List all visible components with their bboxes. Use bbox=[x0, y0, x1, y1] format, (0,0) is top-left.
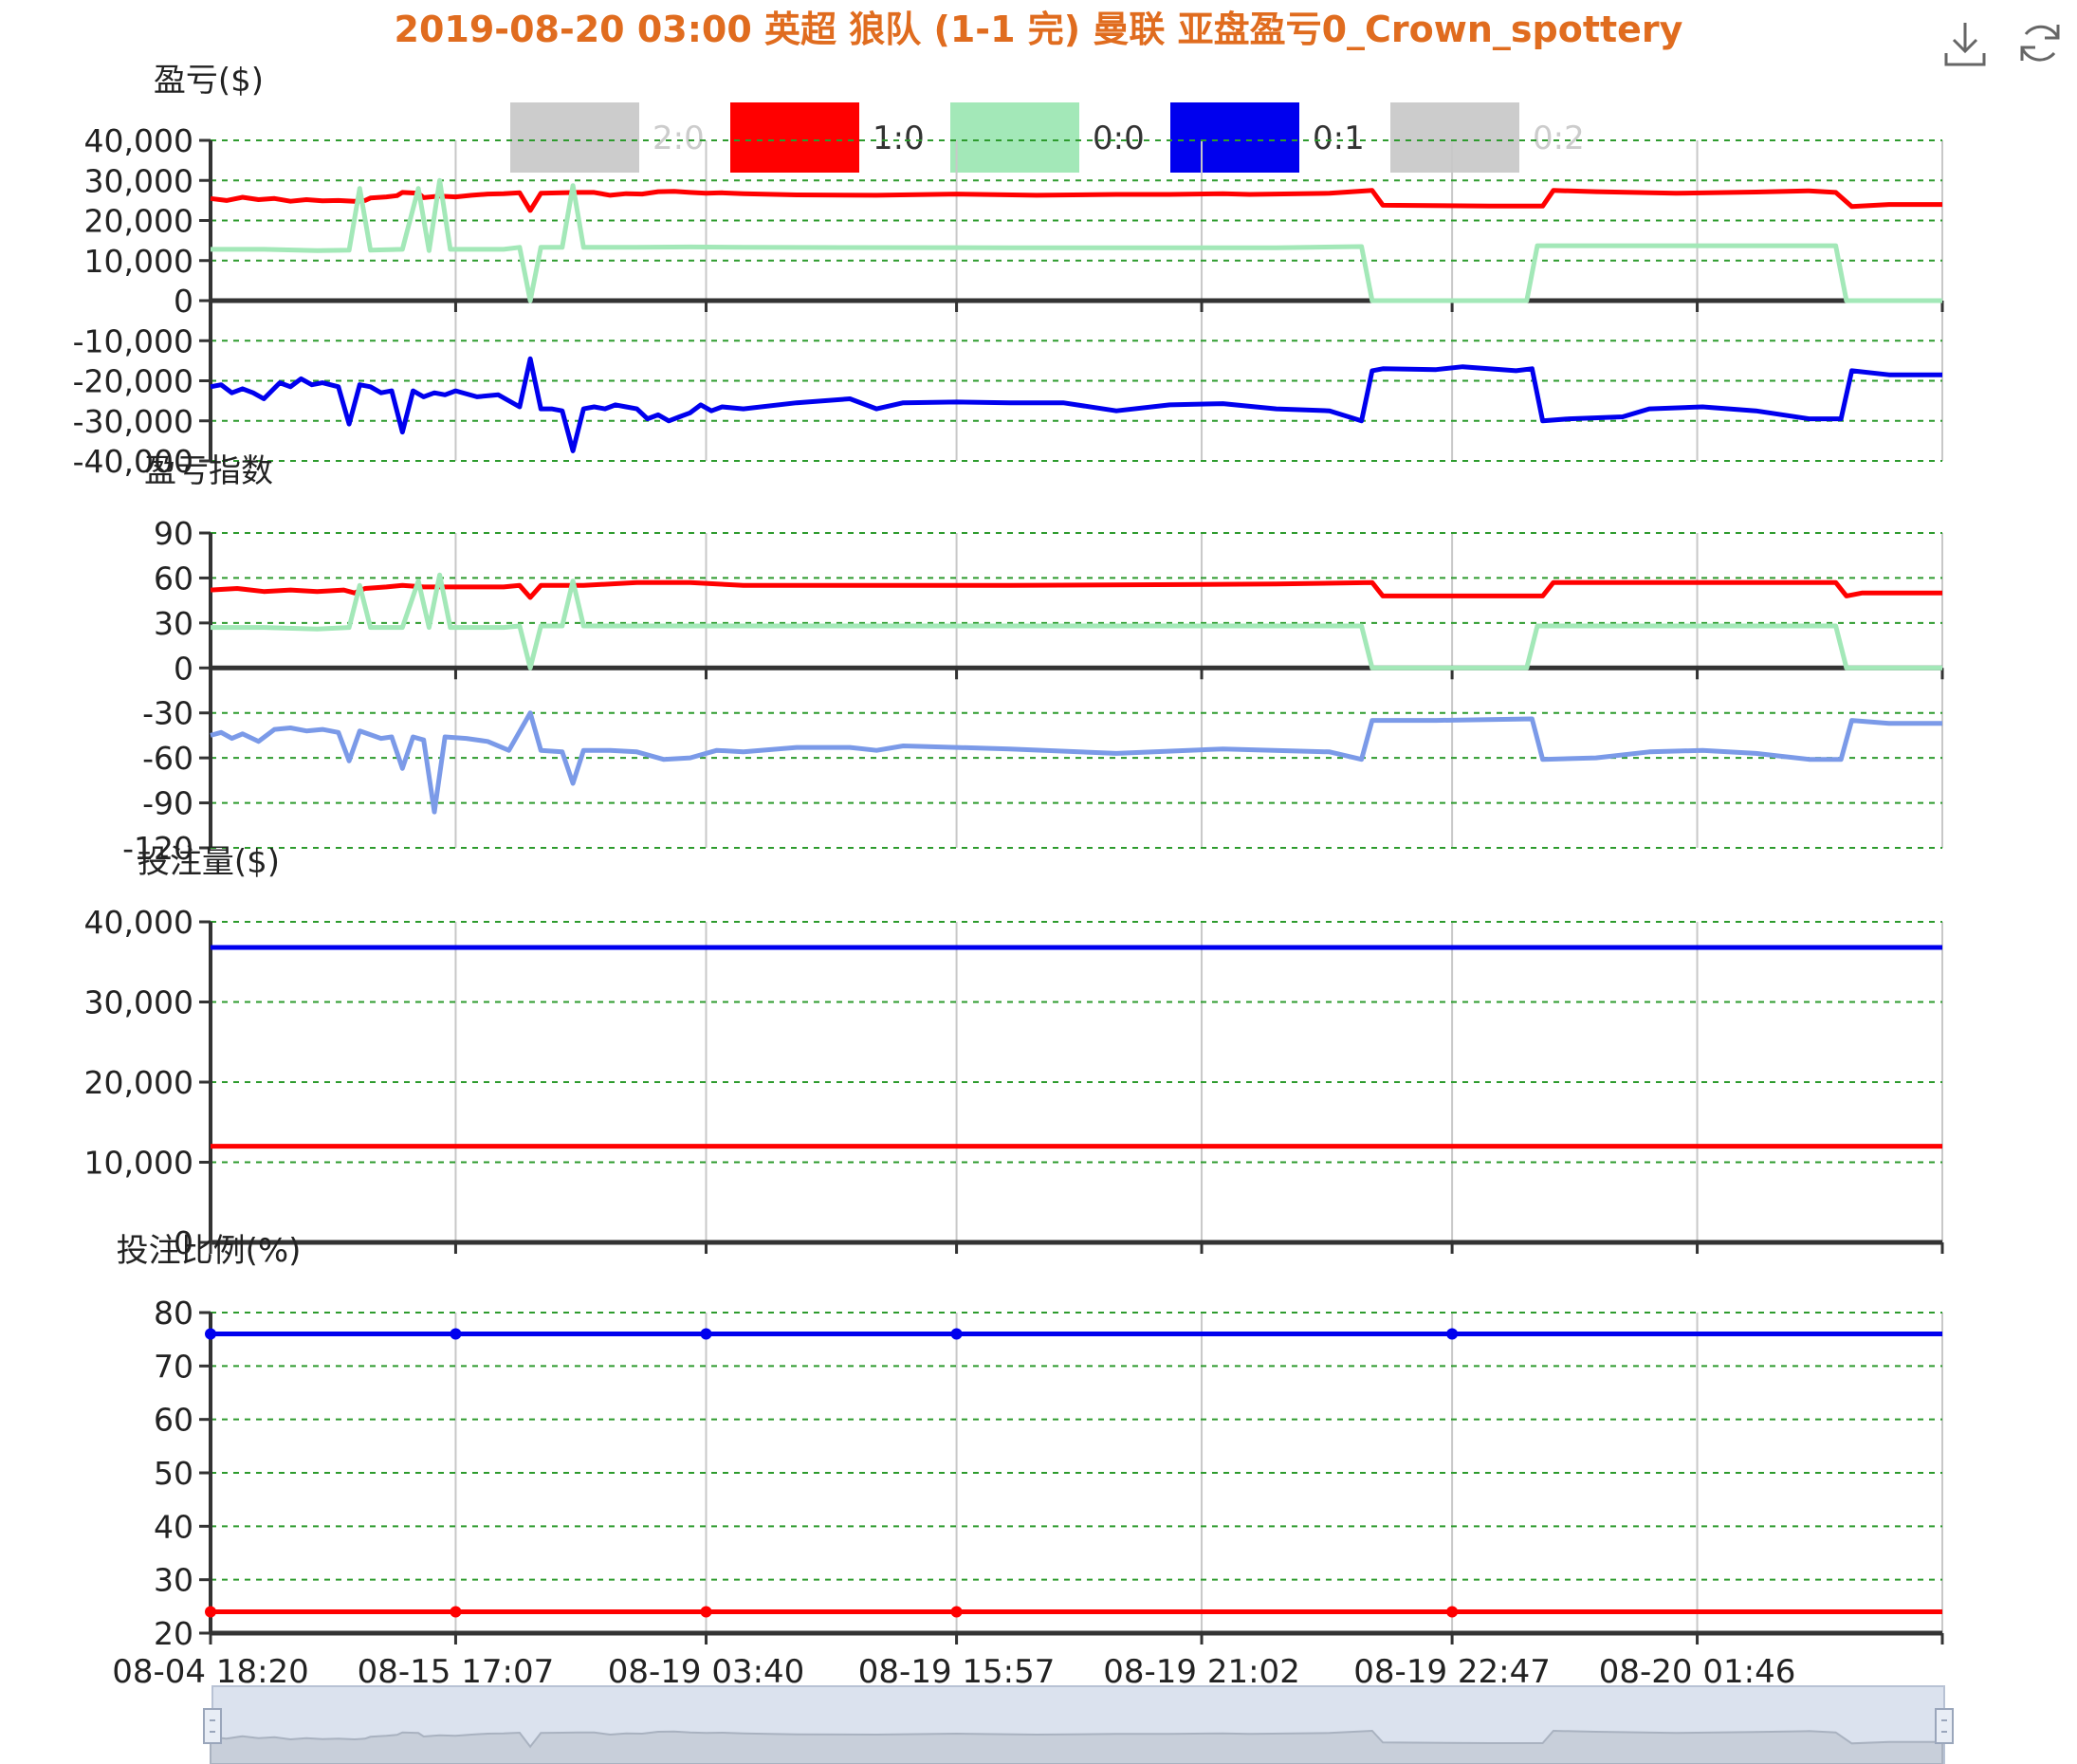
chart-title: 2019-08-20 03:00 英超 狼队 (1-1 完) 曼联 亚盘盈亏0_… bbox=[395, 9, 1683, 50]
y-tick-label: -90 bbox=[142, 785, 193, 822]
series-line-0-0 bbox=[211, 177, 1942, 303]
download-icon[interactable] bbox=[1944, 23, 1986, 66]
y-tick-label: -40,000 bbox=[73, 443, 193, 480]
y-tick-label: -60 bbox=[142, 740, 193, 777]
data-point bbox=[450, 1328, 462, 1340]
y-tick-label: 30,000 bbox=[84, 162, 193, 199]
refresh-icon[interactable] bbox=[2020, 25, 2060, 62]
y-tick-label: 90 bbox=[154, 515, 193, 552]
y-tick-label: 70 bbox=[154, 1348, 193, 1385]
y-tick-label: 10,000 bbox=[84, 1145, 193, 1182]
legend-swatch bbox=[1170, 102, 1299, 173]
data-point bbox=[205, 1328, 216, 1340]
data-point bbox=[700, 1328, 712, 1340]
y-tick-label: 0 bbox=[174, 650, 193, 687]
datazoom-handle[interactable] bbox=[1935, 1708, 1954, 1744]
panel-profit-index: 盈亏指数 90 60 30 0 -30 -60 -90 -120 bbox=[122, 452, 1944, 867]
data-point bbox=[450, 1606, 462, 1618]
series-line-1-0 bbox=[210, 188, 1942, 213]
series-line-0-1 bbox=[210, 356, 1942, 453]
y-tick-label: 30,000 bbox=[84, 984, 193, 1021]
legend-label: 2:0 bbox=[653, 119, 705, 157]
series-line-0-0 bbox=[211, 572, 1942, 671]
y-tick-label: -30,000 bbox=[73, 403, 193, 440]
y-tick-label: -30 bbox=[142, 695, 193, 732]
datazoom-handle[interactable] bbox=[203, 1708, 222, 1744]
y-tick-label: 10,000 bbox=[84, 243, 193, 280]
legend-swatch bbox=[1390, 102, 1519, 173]
y-tick-label: -120 bbox=[122, 830, 193, 867]
x-tick-label: 08-20 01:46 bbox=[1599, 1653, 1796, 1691]
x-tick-label: 08-19 15:57 bbox=[858, 1653, 1056, 1691]
legend-label: 0:2 bbox=[1533, 119, 1585, 157]
y-axis-label: 盈亏指数 bbox=[144, 452, 273, 490]
legend-item[interactable]: 2:0 bbox=[510, 102, 705, 173]
y-tick-label: 60 bbox=[154, 1402, 193, 1439]
data-point bbox=[1446, 1328, 1459, 1340]
y-tick-label: 20,000 bbox=[84, 203, 193, 240]
y-tick-label: 20,000 bbox=[84, 1064, 193, 1101]
x-tick-label: 08-19 21:02 bbox=[1103, 1653, 1300, 1691]
legend-label: 0:1 bbox=[1313, 119, 1365, 157]
x-tick-label: 08-04 18:20 bbox=[112, 1653, 309, 1691]
legend-item[interactable]: 0:0 bbox=[950, 102, 1145, 173]
y-tick-label: 40,000 bbox=[84, 904, 193, 941]
y-tick-label: 0 bbox=[174, 283, 193, 320]
legend-item[interactable]: 1:0 bbox=[730, 102, 925, 173]
y-tick-label: 20 bbox=[154, 1615, 193, 1652]
y-tick-label: 0 bbox=[174, 1224, 193, 1261]
x-tick-label: 08-19 03:40 bbox=[608, 1653, 805, 1691]
data-point bbox=[205, 1606, 216, 1618]
y-tick-label: 30 bbox=[154, 605, 193, 642]
legend-swatch bbox=[510, 102, 639, 173]
legend-item[interactable]: 0:1 bbox=[1170, 102, 1365, 173]
toolbox bbox=[1944, 23, 2060, 66]
panel-stake: 投注量($) 40,000 30,000 20,000 10,000 0 bbox=[84, 843, 1944, 1261]
x-tick-label: 08-15 17:07 bbox=[358, 1653, 555, 1691]
y-tick-label: 40,000 bbox=[84, 122, 193, 159]
datazoom-slider[interactable] bbox=[203, 1685, 1954, 1764]
series-line-0-1 bbox=[210, 710, 1942, 815]
y-tick-label: 50 bbox=[154, 1455, 193, 1492]
y-tick-label: 60 bbox=[154, 560, 193, 597]
series-line-1-0 bbox=[210, 579, 1942, 600]
legend: 2:0 1:0 0:0 0:1 0:2 bbox=[510, 102, 1585, 173]
data-point bbox=[950, 1328, 963, 1340]
legend-swatch bbox=[950, 102, 1079, 173]
y-tick-label: 40 bbox=[154, 1508, 193, 1545]
y-axis-label: 投注比例(%) bbox=[117, 1232, 302, 1270]
legend-label: 0:0 bbox=[1093, 119, 1145, 157]
data-point bbox=[950, 1606, 963, 1618]
y-tick-label: 80 bbox=[154, 1295, 193, 1332]
y-tick-label: -10,000 bbox=[73, 322, 193, 359]
legend-swatch bbox=[730, 102, 859, 173]
datazoom-preview bbox=[210, 1729, 1943, 1764]
legend-item[interactable]: 0:2 bbox=[1390, 102, 1585, 173]
y-axis-label: 投注量($) bbox=[138, 843, 280, 881]
data-point bbox=[700, 1606, 712, 1618]
chart-panels: 盈亏($)40,00030,00020,00010,0000-10,000-20… bbox=[73, 62, 1944, 1691]
y-tick-label: 30 bbox=[154, 1562, 193, 1599]
x-tick-label: 08-19 22:47 bbox=[1353, 1653, 1551, 1691]
legend-label: 1:0 bbox=[873, 119, 925, 157]
data-point bbox=[1446, 1606, 1459, 1618]
y-tick-label: -20,000 bbox=[73, 363, 193, 400]
y-axis-label: 盈亏($) bbox=[154, 62, 264, 100]
